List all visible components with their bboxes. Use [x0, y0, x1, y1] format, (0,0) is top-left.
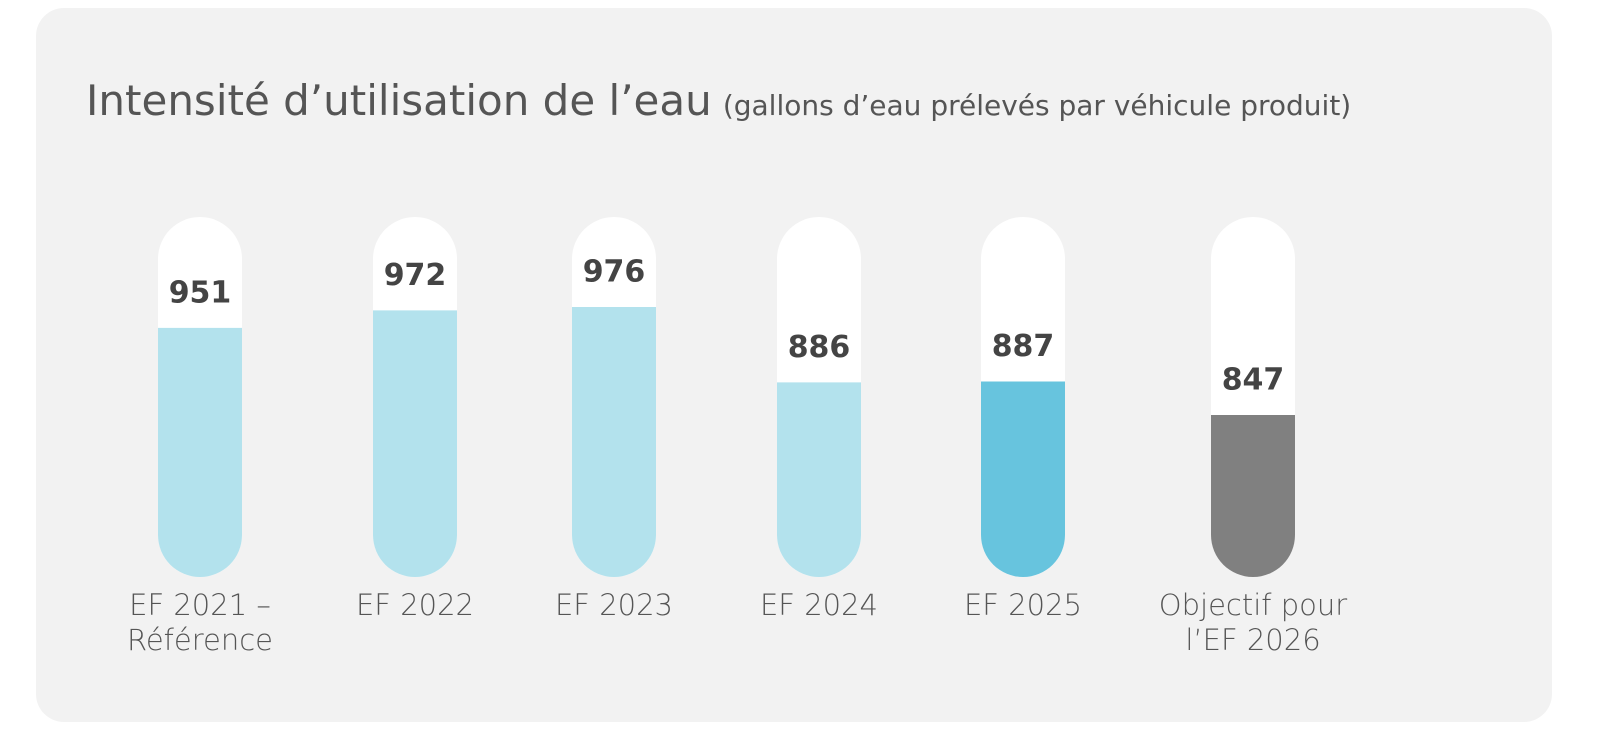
category-label: EF 2021 – Référence: [126, 588, 274, 657]
category-label: Objectif pour l’EF 2026: [1158, 588, 1348, 657]
chart-title: Intensité d’utilisation de l’eau: [86, 76, 712, 125]
value-label: 951: [169, 275, 232, 310]
value-label: 887: [992, 329, 1055, 364]
bar: [1211, 415, 1295, 577]
value-label: 847: [1222, 363, 1285, 398]
bar: [777, 382, 861, 577]
value-label: 886: [788, 330, 851, 365]
title-block: Intensité d’utilisation de l’eau (gallon…: [86, 76, 1351, 125]
bar: [158, 327, 242, 577]
chart-subtitle: (gallons d’eau prélevés par véhicule pro…: [722, 89, 1352, 122]
bar: [572, 307, 656, 577]
value-label: 972: [384, 258, 447, 293]
category-label: EF 2023: [554, 588, 674, 622]
category-label: EF 2024: [759, 588, 879, 622]
category-label: EF 2022: [355, 588, 475, 622]
bar: [981, 381, 1065, 577]
bar: [373, 310, 457, 577]
category-label: EF 2025: [963, 588, 1083, 622]
value-label: 976: [583, 255, 646, 290]
